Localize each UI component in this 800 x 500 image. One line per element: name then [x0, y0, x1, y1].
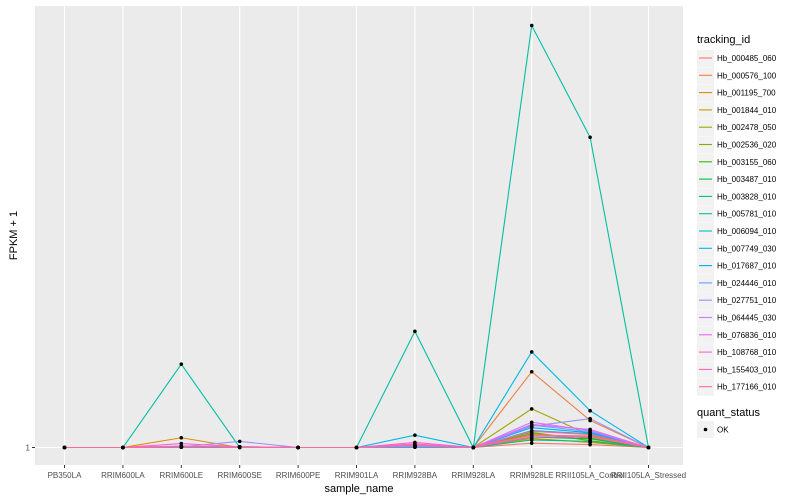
data-point	[646, 445, 651, 450]
data-point	[529, 407, 534, 411]
legend-quant-status-title: quant_status	[697, 407, 760, 419]
data-point	[529, 429, 534, 434]
legend-item-label: Hb_007749_030	[717, 244, 777, 253]
x-tick-label: RRIM928LA	[452, 471, 496, 480]
legend-item-label: Hb_076836_010	[717, 331, 777, 340]
data-point	[588, 439, 592, 444]
x-axis: PB350LA RRIM600LA RRIM600LE RRIM600SE RRIM60…	[48, 465, 686, 480]
legend-item-label: Hb_177166_010	[717, 383, 777, 392]
data-point	[62, 445, 67, 450]
legend-item-label: Hb_155403_010	[717, 365, 777, 374]
x-tick-label: PB350LA	[48, 471, 82, 480]
data-point	[529, 369, 534, 374]
series-points	[62, 23, 651, 450]
data-point	[179, 435, 184, 440]
data-point	[529, 350, 534, 354]
legend-item-label: Hb_005781_010	[717, 210, 777, 219]
y-axis-title: FPKM + 1	[8, 211, 20, 260]
data-point	[413, 440, 417, 445]
data-point	[121, 445, 125, 450]
data-point	[529, 438, 534, 442]
legend-item-label: Hb_064445_030	[717, 314, 777, 323]
legend-item-label: Hb_003828_010	[717, 192, 777, 201]
data-point	[237, 445, 242, 449]
legend-item-label: Hb_024446_010	[717, 279, 777, 288]
legend-item-label: OK	[717, 426, 729, 435]
legend-item-label: Hb_003155_060	[717, 158, 777, 167]
data-point	[588, 427, 592, 432]
data-point	[529, 23, 534, 28]
data-point	[588, 408, 592, 413]
legend-item-label: Hb_000576_100	[717, 71, 777, 80]
legend-title: tracking_id	[697, 34, 750, 46]
legend-point-swatch	[703, 427, 708, 432]
data-point	[529, 422, 534, 427]
x-tick-label: RRIM600LA	[101, 471, 145, 480]
data-point	[179, 444, 184, 449]
legend-quant-status: quant_status OK	[697, 407, 760, 438]
y-axis: 1	[26, 444, 35, 453]
data-point	[179, 362, 184, 366]
data-point	[413, 443, 417, 447]
x-axis-title: sample_name	[324, 483, 393, 495]
x-tick-label: RRIM600SE	[217, 471, 261, 480]
x-tick-label: RRIM600LE	[160, 471, 204, 480]
data-point	[588, 434, 592, 439]
y-tick-label: 1	[26, 444, 31, 453]
legend-item-label: Hb_002536_020	[717, 141, 777, 150]
plot-panel	[35, 6, 683, 465]
data-point	[179, 441, 184, 446]
data-point	[413, 329, 417, 334]
data-point	[588, 135, 592, 140]
x-tick-label: RRIM600PE	[276, 471, 320, 480]
data-point	[529, 432, 534, 437]
legend-item-label: Hb_108768_010	[717, 348, 777, 357]
data-point	[529, 441, 534, 445]
x-tick-label: RRII105LA_Stressed	[611, 471, 686, 480]
x-tick-label: RRIM928BA	[393, 471, 438, 480]
legend-item-label: Hb_001844_010	[717, 106, 777, 115]
x-tick-label: RRII105LA_Control	[555, 471, 625, 480]
data-point	[588, 416, 592, 421]
legend-item-label: Hb_002478_050	[717, 123, 777, 132]
legend-item-label: Hb_003487_010	[717, 175, 777, 184]
legend-tracking-id: tracking_id Hb_000485_060 Hb_000576_100 Hb…	[697, 34, 777, 396]
legend-item-label: Hb_017687_010	[717, 262, 777, 271]
data-point	[296, 445, 300, 450]
x-tick-label: RRIM901LA	[335, 471, 379, 480]
legend-item-label: Hb_001195_700	[717, 89, 776, 98]
data-point	[471, 445, 476, 450]
x-tick-label: RRIM928LE	[510, 471, 554, 480]
legend-item-label: Hb_000485_060	[717, 54, 777, 63]
data-point	[354, 445, 359, 450]
data-point	[237, 439, 242, 444]
legend-item-label: Hb_027751_010	[717, 296, 777, 305]
data-point	[413, 433, 417, 438]
legend-item-label: Hb_006094_010	[717, 227, 777, 236]
